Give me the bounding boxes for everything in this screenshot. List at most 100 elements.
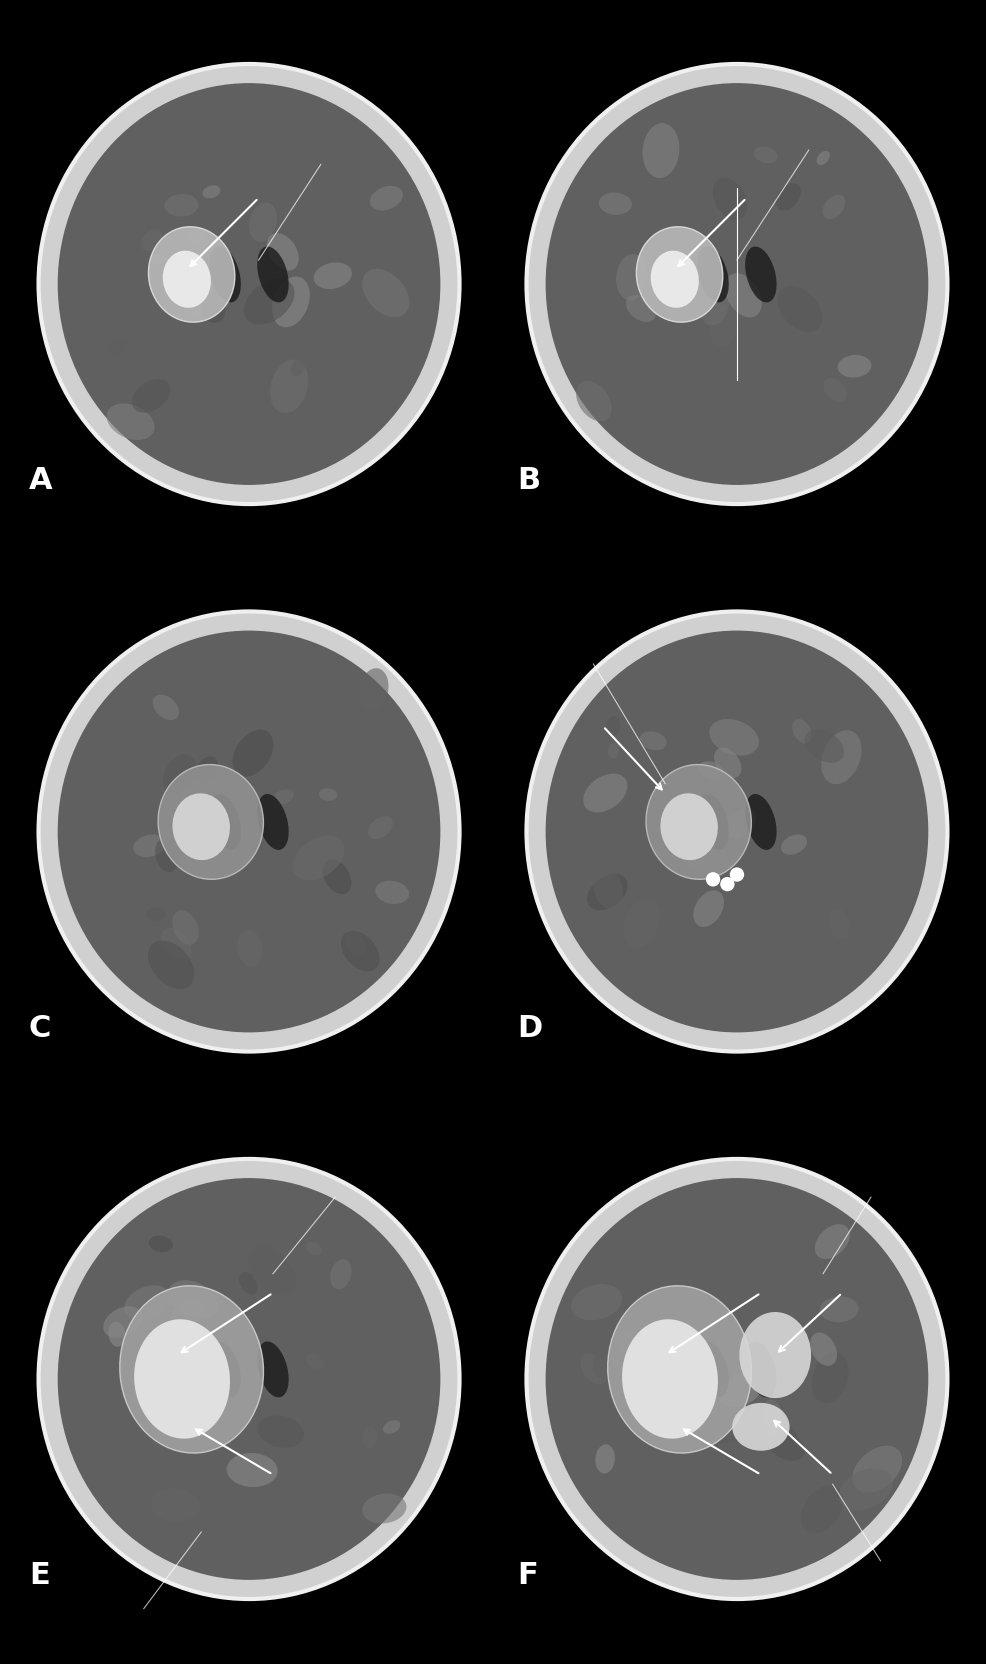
- Ellipse shape: [719, 1373, 763, 1408]
- Ellipse shape: [713, 178, 747, 221]
- Ellipse shape: [293, 835, 344, 880]
- Ellipse shape: [163, 251, 211, 308]
- Circle shape: [706, 872, 720, 887]
- Ellipse shape: [776, 185, 801, 211]
- Ellipse shape: [202, 186, 221, 200]
- Ellipse shape: [238, 930, 262, 967]
- Ellipse shape: [106, 404, 155, 441]
- Ellipse shape: [852, 1446, 902, 1493]
- Ellipse shape: [247, 1246, 296, 1296]
- Ellipse shape: [778, 286, 822, 333]
- Ellipse shape: [149, 228, 235, 323]
- Ellipse shape: [306, 1353, 323, 1369]
- Ellipse shape: [709, 719, 759, 755]
- Ellipse shape: [195, 757, 218, 784]
- Ellipse shape: [742, 276, 754, 293]
- Ellipse shape: [714, 1424, 736, 1444]
- Circle shape: [730, 869, 744, 882]
- Ellipse shape: [146, 909, 166, 922]
- Ellipse shape: [571, 1285, 622, 1321]
- Circle shape: [720, 877, 735, 892]
- Ellipse shape: [173, 271, 190, 285]
- Ellipse shape: [588, 874, 628, 910]
- Ellipse shape: [527, 1160, 948, 1599]
- Ellipse shape: [359, 669, 388, 711]
- Ellipse shape: [155, 839, 178, 872]
- Ellipse shape: [839, 1468, 893, 1511]
- Ellipse shape: [158, 765, 263, 880]
- Ellipse shape: [151, 255, 166, 265]
- Ellipse shape: [816, 151, 830, 166]
- Ellipse shape: [165, 195, 198, 218]
- Ellipse shape: [306, 1241, 321, 1255]
- Ellipse shape: [362, 1494, 406, 1524]
- Ellipse shape: [780, 1424, 797, 1441]
- Ellipse shape: [134, 1320, 230, 1439]
- Ellipse shape: [646, 765, 751, 880]
- Ellipse shape: [163, 755, 196, 794]
- Ellipse shape: [810, 1333, 837, 1366]
- Ellipse shape: [384, 1421, 400, 1434]
- Ellipse shape: [781, 835, 808, 855]
- Ellipse shape: [624, 1359, 648, 1389]
- Ellipse shape: [545, 631, 928, 1033]
- Ellipse shape: [607, 1286, 751, 1453]
- Ellipse shape: [733, 1403, 790, 1451]
- Ellipse shape: [545, 1178, 928, 1579]
- Ellipse shape: [322, 860, 351, 895]
- Ellipse shape: [698, 762, 724, 780]
- Ellipse shape: [615, 1331, 636, 1354]
- Ellipse shape: [740, 1313, 811, 1398]
- Ellipse shape: [714, 749, 741, 779]
- Text: E: E: [29, 1561, 49, 1589]
- Ellipse shape: [345, 932, 366, 957]
- Ellipse shape: [38, 65, 459, 504]
- Ellipse shape: [227, 1453, 278, 1488]
- Ellipse shape: [198, 1363, 217, 1388]
- Text: F: F: [517, 1561, 537, 1589]
- Ellipse shape: [527, 65, 948, 504]
- Ellipse shape: [709, 306, 738, 348]
- Ellipse shape: [249, 203, 277, 243]
- Ellipse shape: [168, 1281, 218, 1320]
- Ellipse shape: [593, 1333, 636, 1379]
- Ellipse shape: [376, 882, 409, 905]
- Ellipse shape: [171, 1301, 204, 1328]
- Ellipse shape: [697, 794, 729, 850]
- Ellipse shape: [191, 283, 226, 323]
- Text: D: D: [517, 1013, 542, 1042]
- Ellipse shape: [330, 1260, 352, 1290]
- Ellipse shape: [171, 1379, 217, 1418]
- Ellipse shape: [38, 1160, 459, 1599]
- Ellipse shape: [814, 1225, 850, 1260]
- Ellipse shape: [581, 1354, 608, 1384]
- Ellipse shape: [545, 85, 928, 486]
- Ellipse shape: [291, 358, 306, 378]
- Ellipse shape: [257, 1341, 289, 1398]
- Ellipse shape: [104, 1306, 142, 1338]
- Ellipse shape: [257, 794, 289, 850]
- Ellipse shape: [599, 193, 632, 216]
- Ellipse shape: [811, 1353, 848, 1403]
- Ellipse shape: [697, 1341, 729, 1398]
- Ellipse shape: [801, 1486, 843, 1534]
- Ellipse shape: [141, 230, 163, 251]
- Ellipse shape: [670, 1321, 714, 1363]
- Ellipse shape: [640, 732, 667, 750]
- Ellipse shape: [670, 829, 704, 859]
- Ellipse shape: [651, 251, 699, 308]
- Ellipse shape: [119, 1286, 263, 1453]
- Ellipse shape: [594, 867, 623, 910]
- Ellipse shape: [583, 774, 627, 814]
- Ellipse shape: [700, 286, 730, 326]
- Ellipse shape: [363, 1428, 378, 1449]
- Ellipse shape: [58, 1178, 441, 1579]
- Ellipse shape: [623, 900, 660, 948]
- Ellipse shape: [725, 809, 756, 839]
- Ellipse shape: [58, 85, 441, 486]
- Ellipse shape: [606, 717, 620, 737]
- Ellipse shape: [761, 1399, 782, 1429]
- Ellipse shape: [173, 910, 199, 945]
- Ellipse shape: [270, 359, 309, 414]
- Ellipse shape: [680, 840, 729, 875]
